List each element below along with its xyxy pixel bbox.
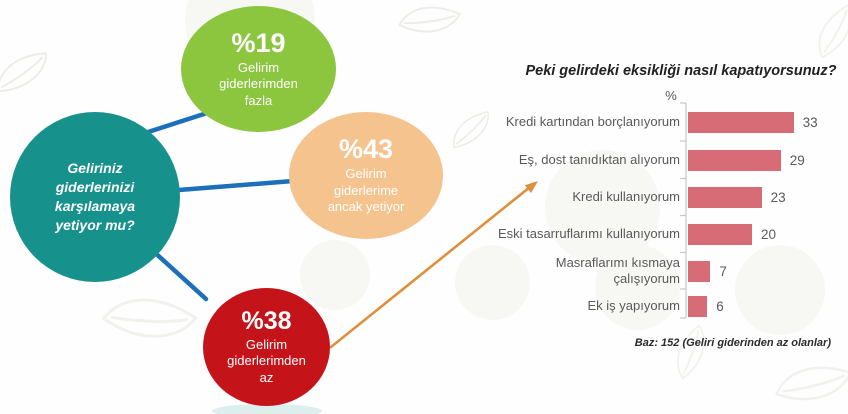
bar-row: Masraflarımı kısmaya çalışıyorum 7 bbox=[450, 249, 845, 293]
answer-label: Gelirim giderlerime ancak yetiyor bbox=[327, 166, 405, 215]
axis-unit-label: % bbox=[665, 88, 677, 103]
answer-percent: %19 bbox=[231, 27, 286, 58]
bar-category-label: Kredi kullanıyorum bbox=[572, 189, 680, 204]
answer-label: Gelirim giderlerimden az bbox=[227, 336, 306, 385]
bar-row: Eski tasarruflarımı kullanıyorum 20 bbox=[450, 212, 845, 256]
bar-category-label: Eş, dost tanıdıktan alıyorum bbox=[518, 152, 680, 167]
bar-chart-title: Peki gelirdeki eksikliği nasıl kapatıyor… bbox=[525, 63, 837, 79]
bar bbox=[688, 149, 781, 171]
bar-value: 20 bbox=[761, 226, 777, 242]
bar-value: 33 bbox=[802, 114, 818, 130]
bar-value: 7 bbox=[719, 263, 727, 279]
answer-bubble-ancak-yetiyor: %43 Gelirim giderlerime ancak yetiyor bbox=[289, 112, 443, 239]
question-text: Geliriniz giderlerinizi karşılamaya yeti… bbox=[54, 160, 136, 233]
answer-bubble-az: %38 Gelirim giderlerimden az bbox=[203, 288, 330, 406]
bar-row: Ek iş yapıyorum 6 bbox=[450, 284, 845, 328]
leaf-icon bbox=[774, 366, 848, 401]
answer-bubble-fazla: %19 Gelirim giderlerimden fazla bbox=[181, 6, 336, 132]
background-blob bbox=[595, 245, 680, 330]
bar-category-label: Ek iş yapıyorum bbox=[587, 298, 680, 313]
bar bbox=[688, 223, 752, 245]
question-bubble: Geliriniz giderlerinizi karşılamaya yeti… bbox=[10, 112, 180, 282]
leaf-icon bbox=[818, 4, 848, 59]
answer-label: Gelirim giderlerimden fazla bbox=[219, 59, 298, 108]
bar-category-label: Eski tasarruflarımı kullanıyorum bbox=[497, 226, 680, 241]
background-blob bbox=[735, 245, 825, 335]
bar bbox=[688, 186, 762, 208]
bar-category-label: Masraflarımı kısmaya çalışıyorum bbox=[555, 255, 680, 286]
leaf-icon bbox=[676, 324, 705, 380]
leaf-icon bbox=[398, 6, 462, 33]
connector-line-green bbox=[139, 110, 210, 137]
bar-value: 6 bbox=[716, 298, 724, 314]
background-accent bbox=[212, 404, 322, 414]
bar-value: 29 bbox=[789, 152, 805, 168]
bar-value: 23 bbox=[770, 189, 786, 205]
bar-category-label: Kredi kartından borçlanıyorum bbox=[505, 114, 680, 129]
bar bbox=[688, 260, 711, 282]
connector-line-orange bbox=[163, 178, 296, 194]
background-blob bbox=[300, 240, 370, 310]
leaf-icon bbox=[101, 298, 198, 338]
bar-row: Kredi kartından borçlanıyorum 33 bbox=[450, 100, 845, 144]
bar bbox=[688, 295, 708, 317]
base-note: Baz: 152 (Geliri giderinden az olanlar) bbox=[634, 337, 831, 349]
leaf-icon bbox=[0, 52, 48, 93]
answer-percent: %43 bbox=[338, 134, 394, 165]
bar-row: Kredi kullanıyorum 23 bbox=[450, 175, 845, 219]
answer-percent: %38 bbox=[241, 306, 292, 335]
bar bbox=[688, 111, 794, 133]
bar-row: Eş, dost tanıdıktan alıyorum 29 bbox=[450, 138, 845, 182]
